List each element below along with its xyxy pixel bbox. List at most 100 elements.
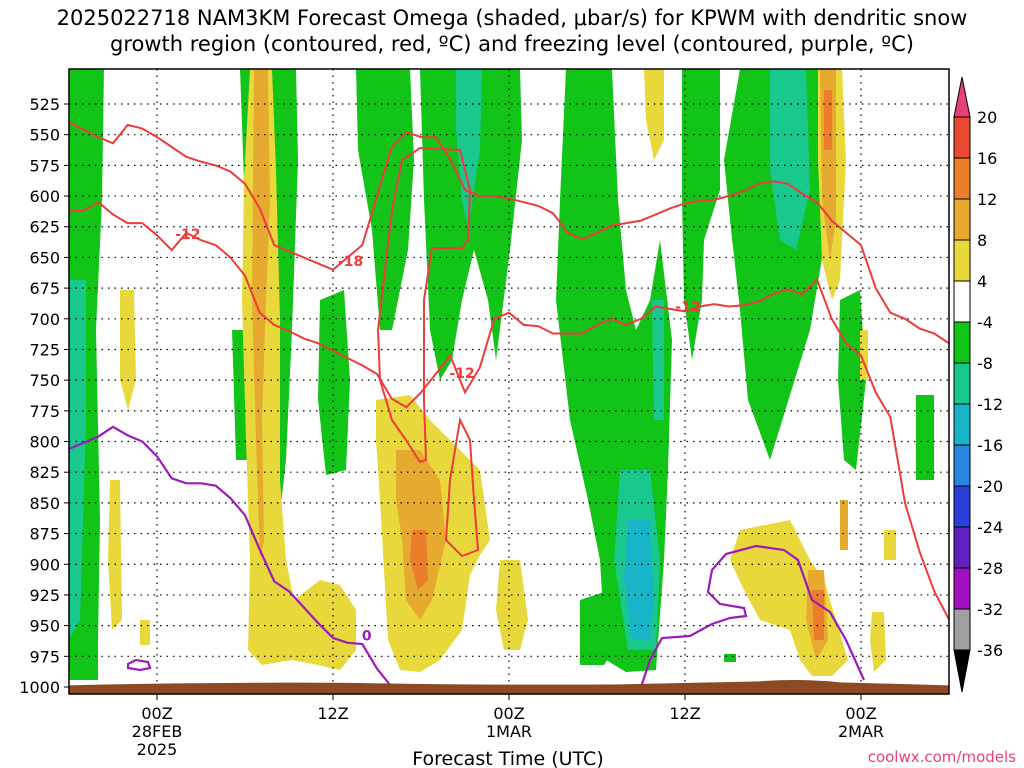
y-tick-850: 850 <box>29 494 60 513</box>
credit-text: coolwx.com/models <box>868 748 1016 766</box>
colorbar-segment-5 <box>953 321 971 364</box>
contour-label-4: 0 <box>362 628 372 644</box>
ground-terrain <box>69 680 949 694</box>
colorbar-label-11: -28 <box>977 559 1003 578</box>
y-tick-925: 925 <box>29 586 60 605</box>
colorbar-segment-11 <box>953 567 971 610</box>
x-tick-sub-0-0: 28FEB <box>132 722 183 741</box>
contour-label-3: -12 <box>675 300 700 316</box>
colorbar-segment-7 <box>953 403 971 446</box>
colorbar-label-1: 16 <box>977 149 997 168</box>
omega-region-37 <box>812 590 824 640</box>
omega-region-15 <box>770 69 810 250</box>
omega-region-24 <box>496 560 528 650</box>
y-tick-575: 575 <box>29 156 60 175</box>
y-tick-875: 875 <box>29 525 60 544</box>
omega-region-5 <box>420 69 522 380</box>
y-axis-ticks: 525 550 575 600 625 650 675 700 725 750 775 800 825 8… <box>19 95 69 697</box>
ground-fill <box>69 680 949 694</box>
x-tick-sub-0-1: 2025 <box>137 740 178 759</box>
colorbar-segment-6 <box>953 362 971 405</box>
omega-region-29 <box>870 612 886 672</box>
omega-region-3 <box>318 290 350 475</box>
omega-region-36 <box>410 530 428 590</box>
y-tick-975: 975 <box>29 647 60 666</box>
contour-label-1: -18 <box>338 254 363 270</box>
omega-region-8 <box>682 69 720 360</box>
x-tick-0: 00Z <box>141 704 172 723</box>
y-tick-825: 825 <box>29 463 60 482</box>
colorbar-segment-4 <box>953 280 971 323</box>
freezing-level-contour-2 <box>638 544 866 691</box>
omega-region-38 <box>824 90 832 150</box>
colorbar-segment-2 <box>953 198 971 241</box>
colorbar-label-6: -8 <box>977 354 993 373</box>
colorbar-segment-3 <box>953 239 971 282</box>
omega-region-13 <box>69 280 86 640</box>
y-tick-675: 675 <box>29 279 60 298</box>
omega-region-7 <box>580 590 620 665</box>
colorbar-segment-0 <box>953 116 971 159</box>
colorbar-segment-10 <box>953 526 971 569</box>
colorbar-label-4: 4 <box>977 272 987 291</box>
colorbar-label-5: -4 <box>977 313 993 332</box>
omega-region-14 <box>456 69 482 230</box>
red-contour-1 <box>69 200 950 620</box>
y-tick-700: 700 <box>29 310 60 329</box>
colorbar-label-10: -24 <box>977 518 1003 537</box>
plot-area: -12 -18 -12 -12 0 <box>68 68 950 695</box>
red-contour-0 <box>68 121 950 345</box>
y-tick-525: 525 <box>29 95 60 114</box>
colorbar-label-7: -12 <box>977 395 1003 414</box>
contours <box>68 121 950 691</box>
x-tick-sub-4-0: 2MAR <box>838 722 884 741</box>
y-tick-550: 550 <box>29 126 60 145</box>
y-tick-1000: 1000 <box>19 678 60 697</box>
y-tick-950: 950 <box>29 617 60 636</box>
y-tick-725: 725 <box>29 340 60 359</box>
y-tick-625: 625 <box>29 218 60 237</box>
x-tick-2: 00Z <box>493 704 524 723</box>
colorbar-bottom-arrow <box>953 649 971 693</box>
omega-region-19 <box>242 69 356 670</box>
x-tick-4: 00Z <box>845 704 876 723</box>
omega-region-21 <box>108 480 122 630</box>
time-gridlines <box>156 69 862 694</box>
colorbar-segment-12 <box>953 608 971 651</box>
omega-region-22 <box>140 620 150 645</box>
y-tick-775: 775 <box>29 402 60 421</box>
x-tick-3: 12Z <box>669 704 700 723</box>
omega-region-17 <box>652 300 664 420</box>
omega-region-25 <box>644 69 664 160</box>
colorbar-label-12: -32 <box>977 600 1003 619</box>
colorbar-label-13: -36 <box>977 641 1003 660</box>
y-tick-650: 650 <box>29 248 60 267</box>
y-tick-800: 800 <box>29 433 60 452</box>
x-tick-1: 12Z <box>317 704 348 723</box>
colorbar-label-2: 12 <box>977 190 997 209</box>
y-tick-600: 600 <box>29 187 60 206</box>
omega-region-11 <box>916 395 934 480</box>
omega-region-10 <box>838 290 866 470</box>
omega-region-12 <box>724 654 736 662</box>
freezing-level-contour <box>68 425 393 688</box>
omega-region-18 <box>624 520 654 640</box>
freezing-level-contour-3 <box>126 658 152 672</box>
colorbar-label-8: -16 <box>977 436 1003 455</box>
colorbar-label-3: 8 <box>977 231 987 250</box>
colorbar-segment-9 <box>953 485 971 528</box>
red-contour-loop <box>376 146 472 464</box>
colorbar-top-arrow <box>953 76 971 118</box>
contour-label-0: -12 <box>175 227 200 243</box>
colorbar-label-0: 20 <box>977 108 997 127</box>
y-tick-750: 750 <box>29 371 60 390</box>
omega-region-4 <box>356 69 414 330</box>
contour-label-2: -12 <box>449 366 474 382</box>
x-axis-label: Forecast Time (UTC) <box>412 748 603 768</box>
colorbar-segment-1 <box>953 157 971 200</box>
colorbar: 20 16 12 8 4 -4 -8 -12 -16 -20 -24 -28 -32 -36 <box>953 76 1003 693</box>
colorbar-label-9: -20 <box>977 477 1003 496</box>
chart-title-line-2: growth region (contoured, red, ºC) and f… <box>110 32 914 56</box>
